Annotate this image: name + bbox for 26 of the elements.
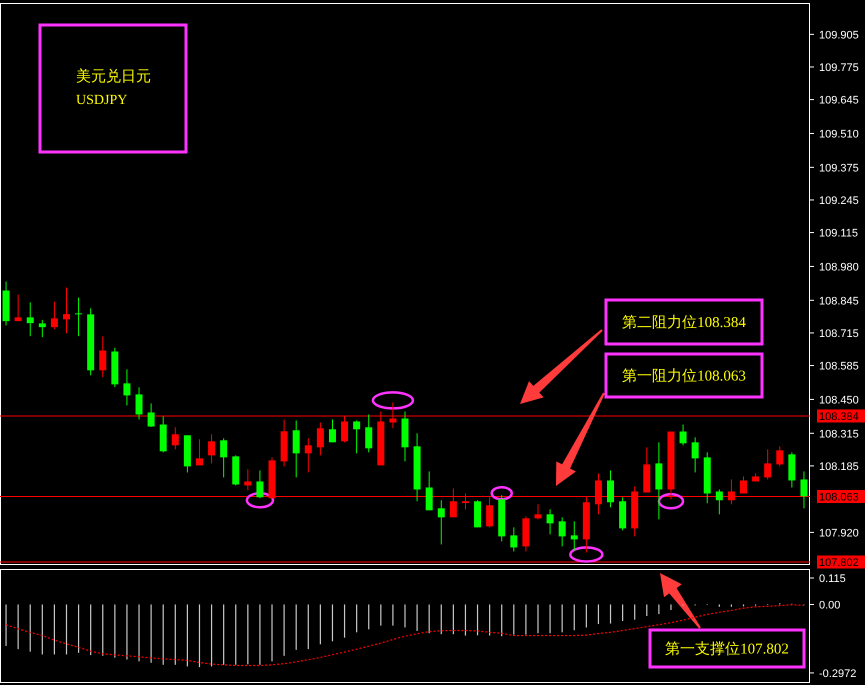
- y-tick-label: 108.315: [819, 428, 859, 440]
- y-tick-label: 108.845: [819, 295, 859, 308]
- y-tick-label: -0.2972: [819, 668, 856, 680]
- y-tick-label: 108.715: [819, 328, 859, 340]
- text: 美元兑日元: [76, 68, 151, 85]
- y-tick-label: 108.185: [819, 460, 859, 473]
- y-tick-label: 109.775: [819, 62, 859, 74]
- y-tick-label: 109.645: [819, 94, 859, 107]
- annotation: 第一支撑位107.802: [665, 640, 789, 658]
- y-tick-label: 108.585: [819, 360, 859, 373]
- y-tick-label: 0.00: [819, 599, 840, 612]
- text: USDJPY: [76, 93, 128, 108]
- y-tick-label: 109.115: [819, 228, 858, 240]
- ref-line-label: 107.802: [819, 556, 859, 569]
- annotation: 第二阻力位108.384: [622, 314, 746, 331]
- y-tick-label: 0.115: [819, 572, 846, 585]
- ref-line-label: 108.384: [819, 410, 859, 423]
- ref-line-label: 108.063: [819, 492, 859, 504]
- y-tick-label: 109.905: [819, 29, 859, 42]
- y-tick-label: 109.510: [819, 128, 859, 140]
- y-tick-label: 109.245: [819, 194, 859, 207]
- y-tick-label: 108.980: [819, 261, 859, 274]
- annotation: 第一阻力位108.063: [622, 368, 746, 384]
- y-tick-label: 109.375: [819, 162, 859, 174]
- y-tick-label: 107.920: [819, 527, 859, 540]
- y-tick-label: 108.450: [819, 394, 859, 406]
